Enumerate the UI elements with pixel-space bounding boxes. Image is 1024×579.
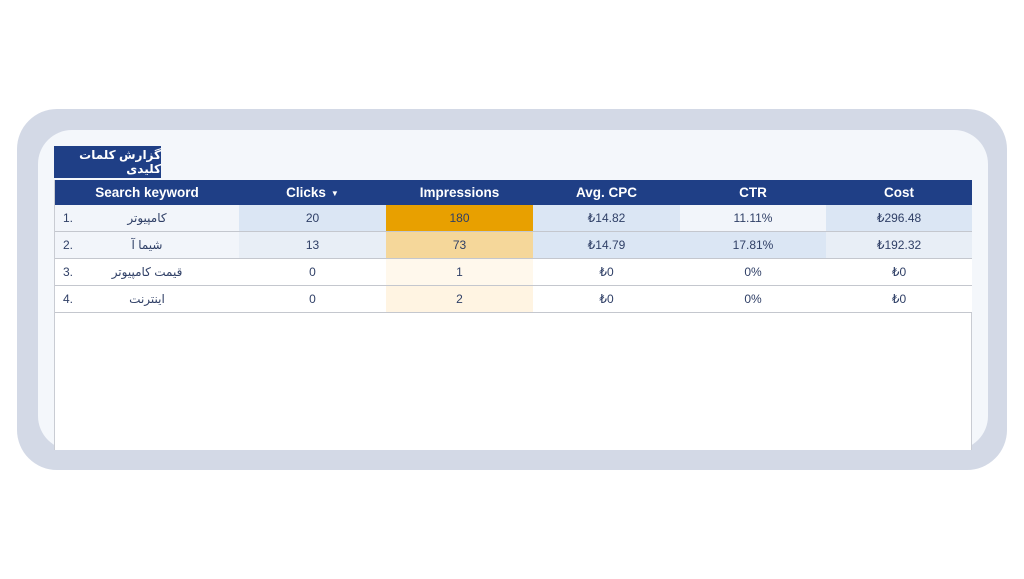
header-ctr[interactable]: CTR [680,180,826,205]
row-clicks: 0 [239,285,386,313]
row-avg-cpc: ₺14.82 [533,205,680,232]
row-clicks: 13 [239,231,386,259]
row-keyword-cell: 3. قیمت کامپیوتر [55,258,239,286]
row-index: 2. [63,238,74,252]
row-impressions: 1 [386,258,533,286]
row-ctr: 0% [680,258,826,286]
row-keyword: اینترنت [129,292,165,306]
row-index: 1. [63,211,74,225]
row-avg-cpc: ₺0 [533,285,680,313]
table-header-row: Search keyword Clicks ▼ Impressions Avg. … [55,180,972,205]
row-cost: ₺0 [826,285,972,313]
row-index: 3. [63,265,74,279]
row-clicks: 20 [239,205,386,232]
row-keyword-cell: 1. کامپیوتر [55,205,239,232]
report-title: گزارش کلمات کلیدی [54,146,161,178]
row-cost: ₺0 [826,258,972,286]
table-row: 3. قیمت کامپیوتر 0 1 ₺0 0% ₺0 [55,258,972,286]
row-keyword: شیما آ [131,238,163,252]
row-avg-cpc: ₺0 [533,258,680,286]
sort-down-icon[interactable]: ▼ [330,188,339,198]
row-keyword-cell: 4. اینترنت [55,285,239,313]
row-keyword: قیمت کامپیوتر [111,265,183,279]
row-ctr: 11.11% [680,205,826,232]
row-ctr: 0% [680,285,826,313]
row-ctr: 17.81% [680,231,826,259]
row-avg-cpc: ₺14.79 [533,231,680,259]
row-index: 4. [63,292,74,306]
row-impressions: 73 [386,231,533,259]
header-search-keyword[interactable]: Search keyword [55,180,239,205]
row-cost: ₺192.32 [826,231,972,259]
keyword-table-container: Search keyword Clicks ▼ Impressions Avg. … [54,180,972,450]
header-clicks[interactable]: Clicks ▼ [239,180,386,205]
row-impressions: 2 [386,285,533,313]
table-row: 2. شیما آ 13 73 ₺14.79 17.81% ₺192.32 [55,231,972,259]
row-cost: ₺296.48 [826,205,972,232]
row-keyword: کامپیوتر [127,211,167,225]
table-row: 1. کامپیوتر 20 180 ₺14.82 11.11% ₺296.48 [55,205,972,232]
header-cost[interactable]: Cost [826,180,972,205]
keyword-table: Search keyword Clicks ▼ Impressions Avg. … [55,180,972,313]
row-clicks: 0 [239,258,386,286]
header-avg-cpc[interactable]: Avg. CPC [533,180,680,205]
header-impressions[interactable]: Impressions [386,180,533,205]
row-keyword-cell: 2. شیما آ [55,231,239,259]
row-impressions: 180 [386,205,533,232]
table-row: 4. اینترنت 0 2 ₺0 0% ₺0 [55,285,972,313]
